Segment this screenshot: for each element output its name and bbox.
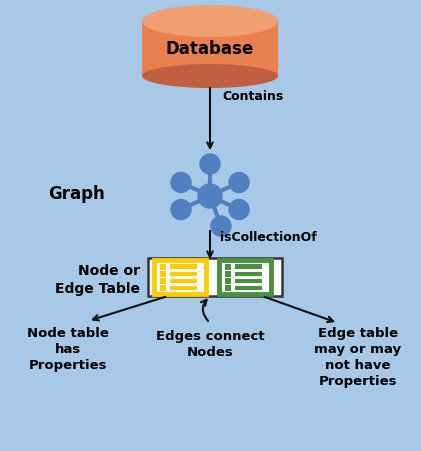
FancyBboxPatch shape xyxy=(234,272,261,276)
FancyBboxPatch shape xyxy=(170,272,197,276)
Bar xyxy=(142,22,278,77)
FancyBboxPatch shape xyxy=(225,271,232,277)
FancyBboxPatch shape xyxy=(170,286,197,290)
FancyBboxPatch shape xyxy=(225,285,232,291)
Circle shape xyxy=(198,184,222,208)
Ellipse shape xyxy=(142,65,278,89)
Circle shape xyxy=(211,216,231,236)
FancyBboxPatch shape xyxy=(219,260,271,295)
FancyBboxPatch shape xyxy=(148,258,282,296)
FancyBboxPatch shape xyxy=(170,265,197,269)
FancyBboxPatch shape xyxy=(160,278,166,285)
FancyBboxPatch shape xyxy=(234,265,261,269)
Circle shape xyxy=(200,155,220,175)
Circle shape xyxy=(229,173,249,193)
Text: Edge table
may or may
not have
Properties: Edge table may or may not have Propertie… xyxy=(314,326,402,387)
Text: isCollectionOf: isCollectionOf xyxy=(220,231,317,244)
Circle shape xyxy=(229,200,249,220)
FancyBboxPatch shape xyxy=(160,285,166,291)
FancyBboxPatch shape xyxy=(154,260,206,295)
FancyBboxPatch shape xyxy=(160,271,166,277)
Text: Database: Database xyxy=(166,41,254,58)
Circle shape xyxy=(171,200,191,220)
Text: Edges connect
Nodes: Edges connect Nodes xyxy=(156,329,264,358)
FancyBboxPatch shape xyxy=(234,279,261,284)
FancyBboxPatch shape xyxy=(234,286,261,290)
Text: Node or
Edge Table: Node or Edge Table xyxy=(55,264,140,295)
Text: Contains: Contains xyxy=(222,90,283,103)
FancyBboxPatch shape xyxy=(225,264,232,270)
Circle shape xyxy=(171,173,191,193)
FancyBboxPatch shape xyxy=(225,278,232,285)
Ellipse shape xyxy=(142,6,278,38)
FancyBboxPatch shape xyxy=(170,279,197,284)
Text: Graph: Graph xyxy=(48,184,105,202)
FancyBboxPatch shape xyxy=(160,264,166,270)
Text: Node table
has
Properties: Node table has Properties xyxy=(27,326,109,371)
